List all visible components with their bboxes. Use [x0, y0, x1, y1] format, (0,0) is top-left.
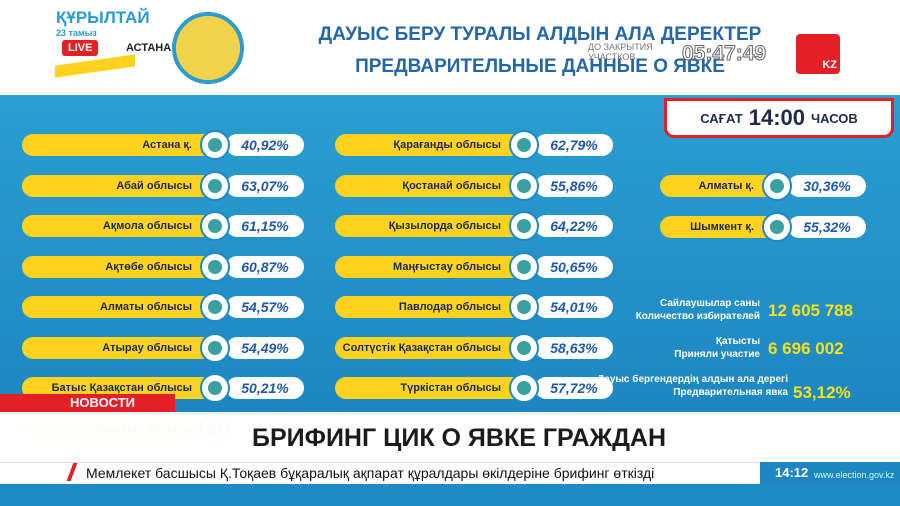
ticker-bar: [0, 462, 900, 485]
news-label: НОВОСТИ: [70, 395, 136, 410]
stat-label-ru: Предварительная явка: [673, 387, 788, 398]
stat-label-kz: Қатысты: [715, 336, 760, 347]
region-value: 54,01%: [535, 296, 613, 318]
countdown-label: ДО ЗАКРЫТИЯ УЧАСТКОВ: [588, 42, 653, 62]
live-badge: LIVE: [62, 40, 99, 56]
region-name: Атырау облысы: [22, 336, 214, 359]
region-value: 54,57%: [226, 296, 304, 318]
region-emblem: [200, 130, 230, 160]
region-name: Алматы облысы: [22, 296, 214, 318]
region-value: 54,49%: [226, 336, 304, 359]
region-name: Түркістан облысы: [335, 377, 523, 399]
headline-bar: [0, 412, 900, 462]
stat-label-ru: Количество избирателей: [635, 311, 760, 322]
region-emblem: [200, 170, 230, 201]
time-value: 14:00: [748, 105, 806, 130]
region-value: 64,22%: [535, 215, 613, 237]
region-emblem: [509, 292, 539, 322]
region-name: Шымкент қ.: [660, 215, 776, 238]
stat-label-kz: Сайлаушылар саны: [659, 298, 760, 309]
region-emblem: [200, 332, 230, 363]
region-emblem: [200, 211, 230, 241]
location: АСТАНА: [126, 42, 172, 54]
region-emblem: [509, 130, 539, 160]
time-label: ЧАСОВ: [811, 110, 858, 126]
clock-bar: [760, 462, 900, 484]
countdown: 05:47:49: [681, 42, 767, 66]
headline: БРИФИНГ ЦИК О ЯВКЕ ГРАЖДАН: [252, 424, 667, 452]
region-name: Ақмола облысы: [22, 215, 214, 237]
region-emblem: [200, 373, 230, 403]
time-label: САҒАТ: [700, 110, 743, 126]
region-value: 40,92%: [226, 134, 304, 156]
region-name: Маңғыстау облысы: [335, 255, 523, 278]
stat-label: Сайлаушылар саны Количество избирателей: [636, 297, 760, 323]
region-emblem: [509, 170, 539, 201]
ticker-text: Мемлекет басшысы Қ.Тоқаев бұқаралық ақпа…: [86, 465, 655, 481]
region-name: Батыс Қазақстан облысы: [22, 377, 214, 399]
region-name: Павлодар облысы: [335, 296, 523, 318]
time-badge: САҒАТ 14:00 ЧАСОВ: [664, 98, 894, 138]
region-emblem: [509, 332, 539, 363]
stat-label-kz: Дауыс бергендердің алдын ала дерегі: [597, 374, 788, 385]
region-emblem: [762, 171, 792, 201]
region-name: Алматы қ.: [660, 175, 776, 197]
region-value: 58,63%: [535, 336, 613, 359]
logo-stripe: [55, 54, 135, 78]
region-value: 57,72%: [535, 377, 613, 399]
region-name: Қарағанды облысы: [335, 134, 523, 156]
stat-value: 53,12%: [793, 383, 851, 402]
region-name: Астана қ.: [22, 134, 214, 156]
region-name: Солтүстік Қазақстан облысы: [335, 336, 523, 359]
stat-label-ru: Приняли участие: [674, 349, 760, 360]
stat-label: Дауыс бергендердің алдын ала дерегі Предв…: [597, 373, 788, 399]
region-value: 50,65%: [535, 255, 613, 278]
region-emblem: [200, 292, 230, 322]
stat-value: 12 605 788: [768, 301, 854, 320]
region-value: 60,87%: [226, 255, 304, 278]
region-value: 62,79%: [535, 134, 613, 156]
title-kz: ДАУЫС БЕРУ ТУРАЛЫ АЛДЫН АЛА ДЕРЕКТЕР: [318, 24, 762, 45]
stat-label: Қатысты Приняли участие: [674, 335, 760, 361]
logo-date: 23 тамыз: [56, 28, 97, 38]
channel-logo: KZ: [796, 34, 840, 74]
region-name: Қызылорда облысы: [335, 215, 523, 237]
region-emblem: [509, 251, 539, 282]
region-emblem: [509, 373, 539, 403]
region-value: 50,21%: [226, 377, 304, 399]
website: www.election.gov.kz: [814, 470, 895, 480]
region-name: Ақтөбе облысы: [22, 255, 214, 278]
region-value: 55,86%: [535, 174, 613, 197]
region-emblem: [509, 211, 539, 241]
clock: 14:12: [775, 465, 809, 480]
title-ru: ПРЕДВАРИТЕЛЬНЫЕ ДАННЫЕ О ЯВКЕ: [355, 56, 725, 77]
region-emblem: [762, 211, 792, 242]
region-emblem: [200, 251, 230, 282]
emblem: [172, 12, 244, 84]
news-bar: [0, 394, 175, 412]
region-value: 30,36%: [788, 175, 866, 197]
bottom-strip: [0, 484, 900, 506]
logo-text: ҚҰРЫЛТАЙ: [56, 8, 150, 27]
region-value: 55,32%: [788, 215, 866, 238]
region-name: Абай облысы: [22, 174, 214, 197]
region-name: Қостанай облысы: [335, 174, 523, 197]
region-value: 61,15%: [226, 215, 304, 237]
stat-value: 6 696 002: [768, 339, 844, 358]
region-value: 63,07%: [226, 174, 304, 197]
